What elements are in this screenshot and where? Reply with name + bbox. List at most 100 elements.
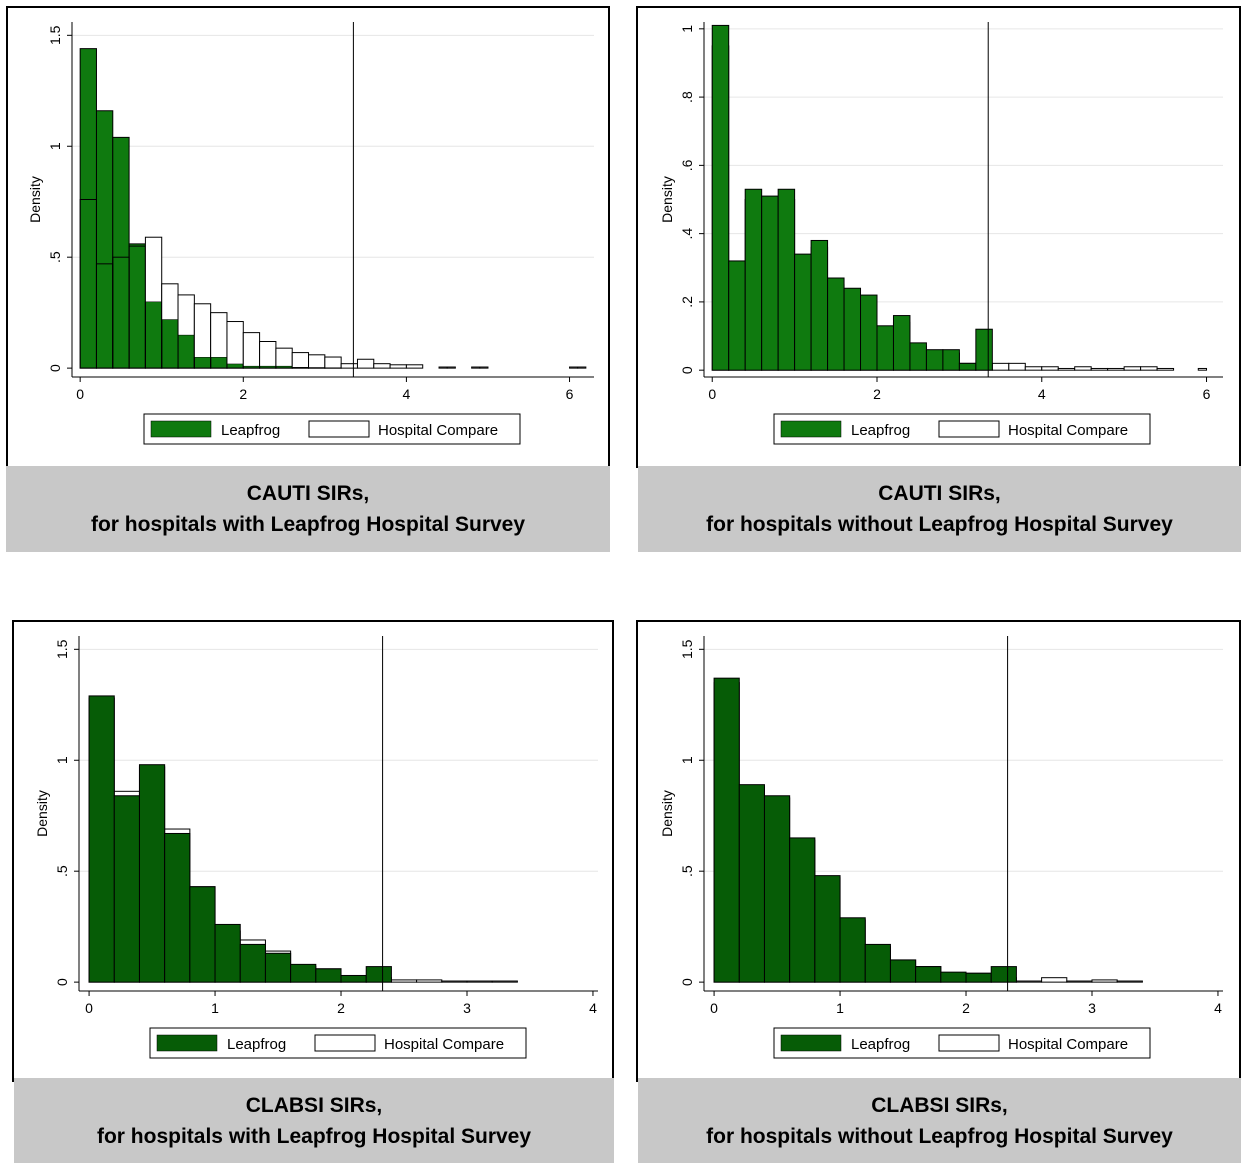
bar-hospital-compare-fill [226,321,244,364]
x-tick-label: 3 [463,1000,471,1016]
legend-label-hospital-compare: Hospital Compare [378,422,498,439]
legend-swatch-leapfrog [156,1034,218,1052]
bar-leapfrog [909,342,927,371]
y-axis-label: Density [659,790,675,837]
x-tick-label: 2 [337,1000,345,1016]
bar-hospital-compare-fill [259,341,276,366]
y-tick-label: 0 [679,978,695,986]
legend-swatch-leapfrog [780,1034,842,1052]
bar-hospital-compare [1015,980,1043,983]
chart-caption: CAUTI SIRs, for hospitals with Leapfrog … [6,466,610,552]
bar-leapfrog [860,294,878,371]
bar-leapfrog [794,253,812,371]
bar-leapfrog [365,966,392,983]
bar-leapfrog [925,349,944,371]
legend-swatch-hospital-compare [938,420,1000,438]
bar-hospital-compare-fill [390,364,407,369]
caption-line-1: CLABSI SIRs, [245,1093,383,1117]
y-axis-label: Density [659,176,675,223]
bar-hospital-compare-fill [406,364,423,369]
bar-hospital-compare [405,364,424,369]
bar-leapfrog [214,923,241,983]
bar-hospital-compare-fill [341,363,358,369]
chart-frame [636,6,1241,468]
y-tick-label: .8 [679,91,695,103]
bar-hospital-compare [416,979,443,983]
caption-line-2: for hospitals with Leapfrog Hospital Sur… [90,513,526,536]
x-tick-label: 2 [239,386,247,402]
bar-leapfrog [210,356,228,369]
y-axis-label: Density [27,176,43,223]
bar-hospital-compare [991,362,1010,371]
bar-hospital-compare [491,980,518,983]
x-tick-label: 2 [873,386,881,402]
caption-line-1: CAUTI SIRs, [878,482,1001,505]
caption-line-1: CAUTI SIRs, [246,482,370,505]
bar-leapfrog [744,188,763,371]
histogram-cauti-with: 0 2 4 6 0 .5 1 1.5 Density Leapfrog Hospital Compa… [27,22,594,445]
bar-leapfrog [340,974,367,983]
panel-clabsi-with: 0 1 2 3 4 0 .5 1 1.5 Density Leapfrog Hospital Comp… [12,620,614,1163]
bar-leapfrog [940,971,967,983]
bar-hospital-compare [324,356,342,369]
bar-hospital-compare [1090,367,1109,371]
bar-hospital-compare [1116,980,1143,983]
bar-hospital-compare [1091,979,1118,983]
legend-swatch-hospital-compare [308,420,370,438]
bar-leapfrog [138,764,166,983]
bar-leapfrog [193,356,212,369]
bar-leapfrog [892,315,911,371]
bar-hospital-compare-fill [178,294,195,335]
x-tick-label: 0 [76,386,84,402]
bar-leapfrog [975,328,993,371]
legend-label-hospital-compare: Hospital Compare [384,1036,504,1053]
x-tick-label: 3 [1088,1000,1096,1016]
legend-swatch-hospital-compare [938,1034,1000,1052]
bar-leapfrog [161,318,179,369]
bar-leapfrog [761,195,779,371]
y-tick-label: 1.5 [54,639,70,659]
legend-label-leapfrog: Leapfrog [851,1036,910,1053]
legend-label-hospital-compare: Hospital Compare [1008,422,1128,439]
histogram-clabsi-without: 0 1 2 3 4 0 .5 1 1.5 Density Leapfrog Hospital Comp… [659,636,1223,1059]
bar-leapfrog [226,363,244,369]
bar-hospital-compare [1008,362,1026,371]
bar-leapfrog [79,48,97,369]
bar-hospital-compare [479,366,489,369]
bar-hospital-compare-fill [194,303,211,358]
panel-clabsi-without: 0 1 2 3 4 0 .5 1 1.5 Density Leapfrog Hospital Comp… [636,620,1241,1163]
bar-hospital-compare [1074,366,1092,371]
chart-caption: CLABSI SIRs, for hospitals without Leapf… [638,1078,1241,1163]
bar-leapfrog [827,277,845,371]
bar-leapfrog [264,952,292,983]
x-tick-label: 0 [708,386,716,402]
bar-leapfrog [839,917,866,983]
x-tick-label: 4 [1038,386,1046,402]
y-tick-label: 1 [679,756,695,764]
bar-hospital-compare [1024,366,1043,371]
bar-hospital-compare [1123,366,1142,371]
histogram-cauti-without: 0 2 4 6 0 .2 .4 .6 .8 1 Density Leapfrog Hospital Co… [659,22,1223,445]
bar-hospital-compare [569,366,579,369]
bar-hospital-compare [1197,367,1208,371]
bar-hospital-compare [466,980,493,983]
bar-leapfrog [177,334,195,369]
bar-leapfrog [728,260,746,371]
bar-leapfrog [128,243,146,369]
bar-leapfrog [113,795,140,983]
bar-hospital-compare [441,980,468,983]
x-tick-label: 1 [211,1000,219,1016]
legend-swatch-leapfrog [780,420,842,438]
bar-hospital-compare [1107,367,1125,371]
y-tick-label: 1 [54,756,70,764]
bar-hospital-compare-fill [243,332,260,366]
bar-hospital-compare-fill [357,359,374,369]
bar-leapfrog [95,110,114,369]
bar-leapfrog [738,784,765,983]
bar-hospital-compare-fill [373,363,391,369]
bar-hospital-compare [1041,366,1059,371]
bar-leapfrog [144,301,163,369]
bar-leapfrog [777,188,796,371]
bar-leapfrog [889,959,917,983]
bar-leapfrog [713,677,740,983]
